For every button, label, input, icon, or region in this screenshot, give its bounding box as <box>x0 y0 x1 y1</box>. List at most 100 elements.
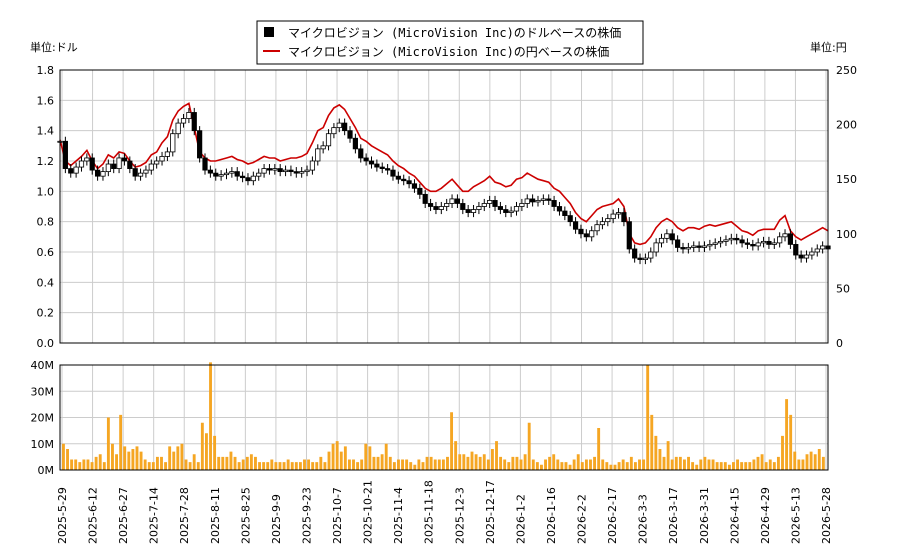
volume-bar <box>437 459 441 470</box>
candle-body <box>282 169 289 173</box>
candle <box>798 250 804 263</box>
candle <box>750 239 756 251</box>
volume-bar <box>384 443 388 470</box>
volume-bar <box>666 441 670 470</box>
candle <box>599 217 606 230</box>
candle <box>578 224 584 239</box>
candle <box>809 247 815 260</box>
left-tick-label: 0.2 <box>37 307 55 320</box>
left-tick-label: 0.6 <box>37 246 55 259</box>
candle <box>159 151 165 166</box>
candle-body <box>637 257 643 260</box>
candle-body <box>304 169 310 173</box>
x-tick-label: 2026-1-16 <box>545 487 558 544</box>
candle <box>304 165 310 177</box>
volume-grid <box>60 364 828 471</box>
volume-bar <box>192 454 196 470</box>
volume-bar <box>307 459 311 470</box>
x-tick-label: 2026-3-17 <box>667 487 680 544</box>
candle-body <box>240 175 246 179</box>
volume-bar <box>531 459 535 470</box>
x-tick-label: 2025-6-12 <box>87 487 100 544</box>
candle-body <box>132 168 138 177</box>
candle-body <box>589 230 595 238</box>
candle <box>245 173 251 186</box>
candle <box>664 229 670 243</box>
candle-body <box>401 178 407 182</box>
volume-bar <box>335 441 339 470</box>
volume-bar <box>760 454 764 470</box>
candle-body <box>444 203 450 207</box>
candle-body <box>68 168 74 174</box>
candle-body <box>363 157 369 162</box>
volume-bar <box>82 459 86 470</box>
volume-bar <box>732 462 735 470</box>
volume-bar <box>139 451 143 470</box>
candle <box>315 144 321 166</box>
candle-body <box>116 157 122 169</box>
candle <box>261 164 267 178</box>
candle <box>556 201 563 216</box>
candle <box>615 208 622 219</box>
volume-bar <box>584 459 588 470</box>
volume-bar <box>785 399 789 470</box>
candle-body <box>728 237 734 241</box>
volume-bar <box>209 362 212 470</box>
right-tick-label: 250 <box>836 64 857 77</box>
x-tick-label: 2025-11-4 <box>392 487 405 544</box>
candle-body <box>798 254 804 259</box>
volume-bar <box>715 462 719 470</box>
x-tick-label: 2026-5-28 <box>820 487 833 544</box>
volume-bar <box>221 456 225 470</box>
volume-bar <box>646 365 650 470</box>
volume-bar <box>315 462 319 470</box>
candle <box>213 168 219 181</box>
candle-body <box>449 198 455 204</box>
volume-bar <box>401 459 404 470</box>
candle <box>352 133 358 154</box>
right-tick-label: 200 <box>836 119 857 132</box>
volume-bar <box>441 459 445 470</box>
candle <box>417 183 423 199</box>
candle-body <box>626 221 632 250</box>
volume-bar <box>740 462 744 470</box>
x-tick-label: 2026-3-31 <box>698 487 711 544</box>
volume-bar <box>303 459 306 470</box>
candle-body <box>755 242 761 247</box>
candle <box>105 159 111 177</box>
volume-bar <box>723 462 727 470</box>
left-axis-ticks: 0.0 0.2 0.4 0.6 0.8 1.0 1.2 1.4 1.6 1.8 <box>37 64 55 350</box>
volume-bar <box>123 446 127 470</box>
candle <box>530 194 536 207</box>
candle <box>94 165 101 181</box>
volume-bar <box>658 449 662 470</box>
right-axis-label: 単位:円 <box>810 40 847 54</box>
volume-bar <box>217 456 221 470</box>
volume-tick-label: 20M <box>31 412 55 425</box>
candle-body <box>266 168 273 171</box>
volume-bar <box>454 441 458 470</box>
candle <box>73 162 79 178</box>
candle <box>223 168 230 180</box>
candle <box>685 242 691 254</box>
candle-body <box>234 171 240 177</box>
candle <box>691 241 697 252</box>
volume-bar <box>225 456 229 470</box>
volume-bar <box>94 456 98 470</box>
volume-bar <box>776 456 780 470</box>
volume-bar <box>674 456 678 470</box>
candle-body <box>368 160 375 165</box>
candle <box>282 165 289 177</box>
candle-body <box>89 157 95 171</box>
x-tick-label: 2025-6-27 <box>117 487 130 544</box>
volume-bar <box>147 462 151 470</box>
candle-body <box>62 140 68 169</box>
yen-price-series <box>59 102 829 246</box>
volume-bar <box>711 459 715 470</box>
candle <box>658 233 665 248</box>
volume-bar <box>249 454 253 470</box>
candle <box>610 209 616 224</box>
price-plot-frame <box>59 69 829 344</box>
yen-price-line <box>59 102 829 246</box>
volume-bar <box>756 456 760 470</box>
